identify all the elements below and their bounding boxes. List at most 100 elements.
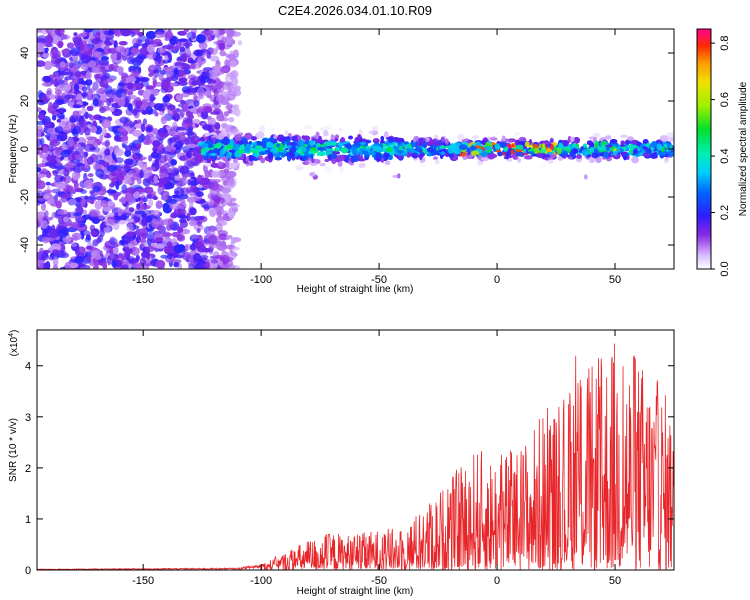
spectrogram-cell xyxy=(121,235,126,240)
spectrogram-cell xyxy=(126,218,135,223)
spectrogram-cell xyxy=(118,80,125,90)
spectrogram-cell xyxy=(90,209,101,217)
spectrogram-cell xyxy=(209,208,217,218)
spectrogram-cell xyxy=(146,126,153,133)
spectrogram-cell xyxy=(95,159,106,164)
spectrogram-cell xyxy=(196,34,206,44)
spectrogram-cell xyxy=(194,154,204,164)
spectrogram-cell xyxy=(100,94,107,101)
spectrogram-cell xyxy=(123,207,134,216)
spectrogram-cell xyxy=(148,72,154,77)
spectrogram-cell xyxy=(216,113,225,122)
spectrogram-cell xyxy=(52,258,59,267)
spectrogram-cell xyxy=(154,81,163,87)
spectrogram-cell xyxy=(177,194,189,200)
spectrogram-cell xyxy=(83,29,94,33)
spectrogram-cell xyxy=(514,132,521,136)
spectrogram-cell xyxy=(154,237,164,243)
spectrogram-cell xyxy=(170,212,178,219)
spectrogram-cell xyxy=(57,40,64,49)
spectrogram-cell xyxy=(56,183,66,190)
spectrogram-cell xyxy=(152,140,161,148)
spectrogram-cell xyxy=(142,177,151,187)
spectrogram-cell xyxy=(102,262,108,269)
spectrogram-cell xyxy=(140,238,147,248)
spectrogram-cell xyxy=(86,156,94,165)
spectrogram-cell xyxy=(59,193,71,199)
spectrogram-cell xyxy=(211,87,217,93)
spectrogram-cell xyxy=(139,204,151,210)
spectrogram-cell xyxy=(154,158,160,167)
spectrogram-cell xyxy=(199,255,209,259)
spectrogram-cell xyxy=(197,184,203,189)
spectrogram-cell xyxy=(75,216,84,224)
spectrogram-cell xyxy=(188,263,194,269)
spectrogram-cell xyxy=(589,169,598,175)
spectrogram-cell xyxy=(150,151,159,159)
spectrogram-cell xyxy=(140,76,150,83)
spectrogram-cell xyxy=(101,127,107,137)
spectrogram-cell xyxy=(87,173,94,178)
spectrogram-cell xyxy=(39,137,45,147)
spectrogram-cell xyxy=(186,143,198,149)
spectrogram-cell xyxy=(207,36,213,42)
spectrogram-cell xyxy=(271,127,275,133)
spectrogram-cell xyxy=(50,243,62,252)
spectrogram-cell xyxy=(55,200,62,209)
spectrogram-cell xyxy=(57,228,69,238)
spectrogram-cell xyxy=(78,52,84,60)
spectrogram-cell xyxy=(120,135,129,142)
spectrogram-cell xyxy=(158,218,164,228)
spectrogram-cell xyxy=(153,38,162,44)
spectrogram-cell xyxy=(69,47,80,57)
spectrogram-cell xyxy=(189,108,197,113)
spectrogram-cell xyxy=(41,236,50,244)
spectrogram-cell xyxy=(120,196,127,204)
spectrogram-cell xyxy=(75,154,81,160)
spectrogram-cell xyxy=(187,179,192,186)
spectrogram-cell xyxy=(78,33,88,37)
spectrogram-cell xyxy=(205,261,210,269)
spectrogram-cell xyxy=(227,53,236,60)
spectrogram-cell xyxy=(164,37,170,42)
spectrogram-cell xyxy=(315,131,320,138)
spectrogram-cell xyxy=(145,85,155,90)
spectrogram-cell xyxy=(81,86,88,93)
spectrogram-cell xyxy=(91,66,99,74)
spectrogram-cell xyxy=(80,127,85,133)
spectrogram-cell xyxy=(193,241,205,247)
spectrogram-cell xyxy=(124,145,133,153)
spectrogram-cell xyxy=(49,197,55,204)
spectrogram-cell xyxy=(223,111,229,117)
spectrogram-cell xyxy=(117,98,126,107)
spectrogram-cell xyxy=(49,228,60,238)
spectrogram-cell xyxy=(358,129,363,136)
spectrogram-cell xyxy=(59,29,65,36)
spectrogram-cell xyxy=(41,81,52,87)
spectrogram-cell xyxy=(183,29,190,33)
spectrogram-cell xyxy=(84,143,95,152)
spectrogram-cell xyxy=(174,174,181,181)
spectrogram-cell xyxy=(211,170,221,179)
spectrogram-cell xyxy=(124,192,133,202)
spectrogram-cell xyxy=(73,181,78,188)
spectrogram-cell xyxy=(184,243,189,250)
spectrogram-cell xyxy=(207,199,214,207)
spectrogram-cell xyxy=(75,123,80,127)
spectrogram-cell xyxy=(174,61,183,67)
spectrogram-cell xyxy=(192,253,202,262)
spectrogram-cell xyxy=(167,107,176,117)
spectrogram-cell xyxy=(141,109,148,115)
spectrogram-cell xyxy=(37,145,41,155)
spectrogram-cell xyxy=(139,199,144,207)
spectrogram-cell xyxy=(175,107,180,113)
spectrogram-cell xyxy=(60,34,71,40)
spectrogram-cell xyxy=(177,262,183,269)
spectrogram-cell xyxy=(137,160,143,167)
spectrogram-cell xyxy=(108,212,115,218)
spectrogram-cell xyxy=(37,29,43,33)
spectrogram-cell xyxy=(231,128,240,137)
spectrogram-cell xyxy=(214,122,221,130)
spectrogram-cell xyxy=(48,255,55,261)
